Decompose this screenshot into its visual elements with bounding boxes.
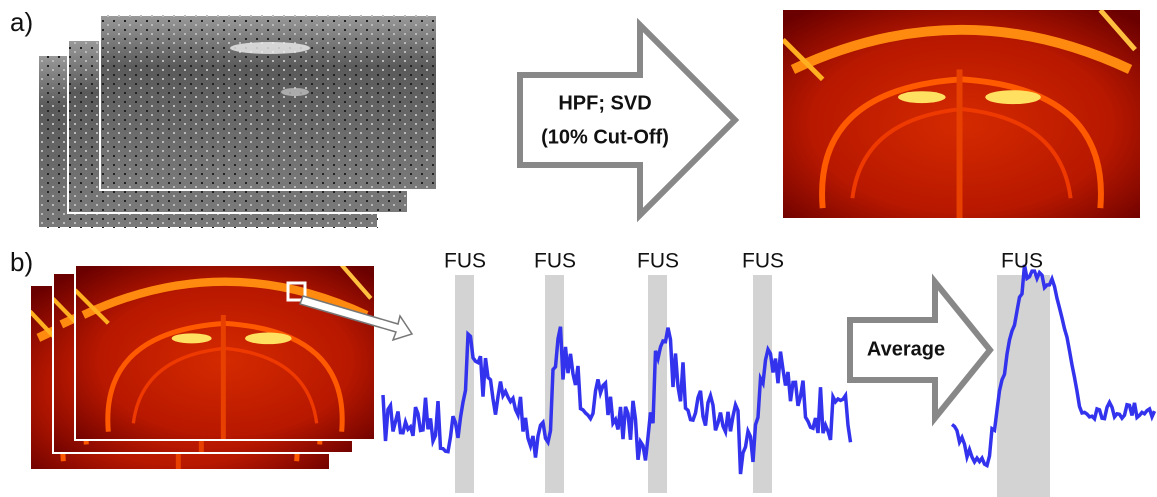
doppler-frames <box>30 265 375 470</box>
power-doppler-image <box>783 10 1140 218</box>
stimulus-label: FUS <box>444 250 486 273</box>
average-trace <box>952 265 1155 466</box>
raw-frames <box>38 15 437 228</box>
stimulus-bar <box>545 275 564 493</box>
stimulus-label: FUS <box>534 250 576 273</box>
stimulus-label: FUS <box>637 250 679 273</box>
page: a) b) HPF; SVD (10% Cut-Off) Average FUS… <box>0 0 1157 497</box>
signal-trace <box>383 327 851 474</box>
stimulus-bar <box>648 275 667 493</box>
arrow-label: Average <box>867 338 945 360</box>
panel-label: a) <box>10 7 33 37</box>
arrow-label: HPF; SVD <box>558 92 651 114</box>
panel-label: b) <box>10 247 33 277</box>
arrow <box>520 25 735 215</box>
stimulus-label: FUS <box>1001 250 1043 273</box>
stimulus-bar <box>997 275 1050 497</box>
stimulus-label: FUS <box>742 250 784 273</box>
arrow-label: (10% Cut-Off) <box>541 126 669 148</box>
figure: a) b) HPF; SVD (10% Cut-Off) Average FUS… <box>0 0 1157 497</box>
